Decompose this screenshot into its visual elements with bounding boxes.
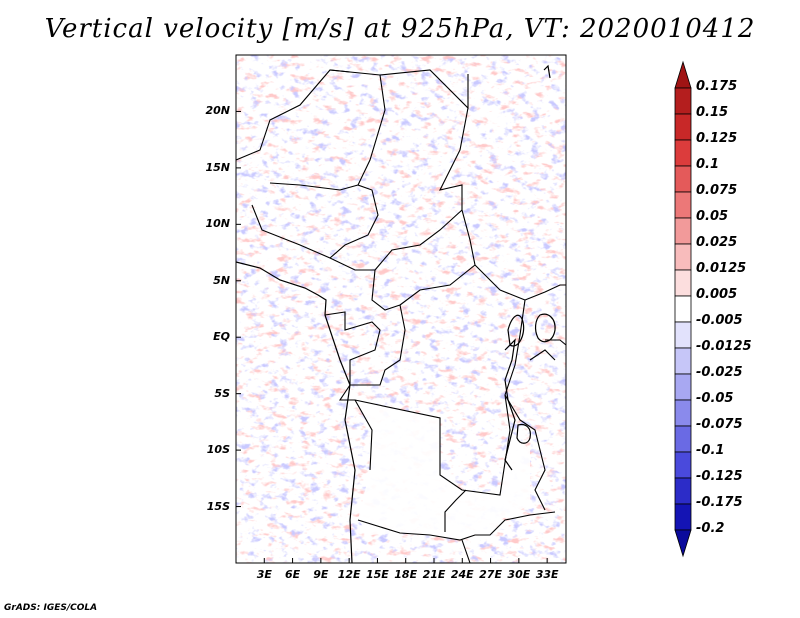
grads-credit: GrADS: IGES/COLA: [4, 603, 98, 613]
colorbar-bin: [674, 191, 692, 219]
colorbar-bin: [674, 60, 692, 89]
lat-tick-label: 15N: [205, 160, 230, 174]
colorbar-tick-label: 0.05: [696, 209, 729, 224]
lon-tick-label: 24E: [450, 568, 474, 581]
lat-tick-label: 5N: [213, 273, 230, 287]
colorbar-bin: [674, 243, 692, 271]
colorbar-bin: [674, 295, 692, 323]
colorbar-bin: [674, 321, 692, 349]
colorbar-tick-label: -0.05: [696, 391, 734, 406]
lon-tick-label: 6E: [284, 568, 301, 581]
colorbar-bin: [674, 503, 692, 531]
colorbar-bin: [674, 529, 692, 558]
colorbar-tick-label: 0.075: [696, 183, 738, 198]
lon-tick-label: 21E: [422, 568, 446, 581]
lon-tick-label: 9E: [313, 568, 329, 581]
colorbar-tick-label: 0.175: [696, 79, 738, 94]
lon-tick-label: 33E: [535, 568, 559, 581]
lon-tick-label: 27E: [479, 568, 502, 581]
lat-tick-label: 10N: [205, 217, 230, 231]
colorbar-tick-label: -0.005: [696, 313, 743, 328]
colorbar-tick-label: -0.0125: [696, 339, 752, 354]
colorbar-bin: [674, 477, 692, 505]
colorbar-tick-label: 0.15: [696, 105, 729, 120]
lon-tick-label: 3E: [256, 568, 272, 581]
lat-tick-label: EQ: [213, 330, 230, 344]
lon-tick-label: 30E: [507, 568, 531, 581]
colorbar-tick-label: 0.005: [696, 287, 738, 302]
chart-title: Vertical velocity [m/s] at 925hPa, VT: 2…: [44, 14, 756, 44]
coastline: [235, 64, 556, 564]
colorbar-tick-label: 0.125: [696, 131, 738, 146]
colorbar-bin: [674, 425, 692, 453]
lat-ticks: [236, 110, 241, 508]
lon-ticks: [263, 558, 548, 563]
colorbar-tick-label: -0.025: [696, 365, 743, 380]
colorbar-bin: [674, 165, 692, 193]
colorbar-bin: [674, 113, 692, 141]
country-borders: [235, 69, 567, 564]
colorbar-tick-label: -0.075: [696, 417, 743, 432]
lat-tick-label: 5S: [214, 386, 230, 400]
colorbar-tick-label: -0.175: [696, 495, 743, 510]
colorbar-tick-label: -0.1: [696, 443, 725, 458]
map-frame: [235, 54, 567, 564]
colorbar-tick-label: 0.1: [696, 157, 720, 172]
colorbar: [674, 60, 692, 558]
colorbar-bin: [674, 217, 692, 245]
lon-tick-label: 15E: [366, 568, 389, 581]
lon-tick-label: 18E: [394, 568, 418, 581]
colorbar-tick-label: 0.025: [696, 235, 738, 250]
lon-tick-label: 12E: [337, 568, 361, 581]
colorbar-bin: [674, 139, 692, 167]
colorbar-bin: [674, 399, 692, 427]
lat-tick-label: 15S: [206, 499, 230, 513]
colorbar-bin: [674, 373, 692, 401]
colorbar-tick-label: 0.0125: [696, 261, 747, 276]
colorbar-bin: [674, 87, 692, 115]
colorbar-tick-label: -0.2: [696, 521, 725, 536]
lat-tick-label: 10S: [206, 443, 230, 457]
colorbar-bin: [674, 451, 692, 479]
colorbar-bin: [674, 347, 692, 375]
lat-tick-label: 20N: [205, 104, 230, 118]
colorbar-bin: [674, 269, 692, 297]
colorbar-tick-label: -0.125: [696, 469, 743, 484]
